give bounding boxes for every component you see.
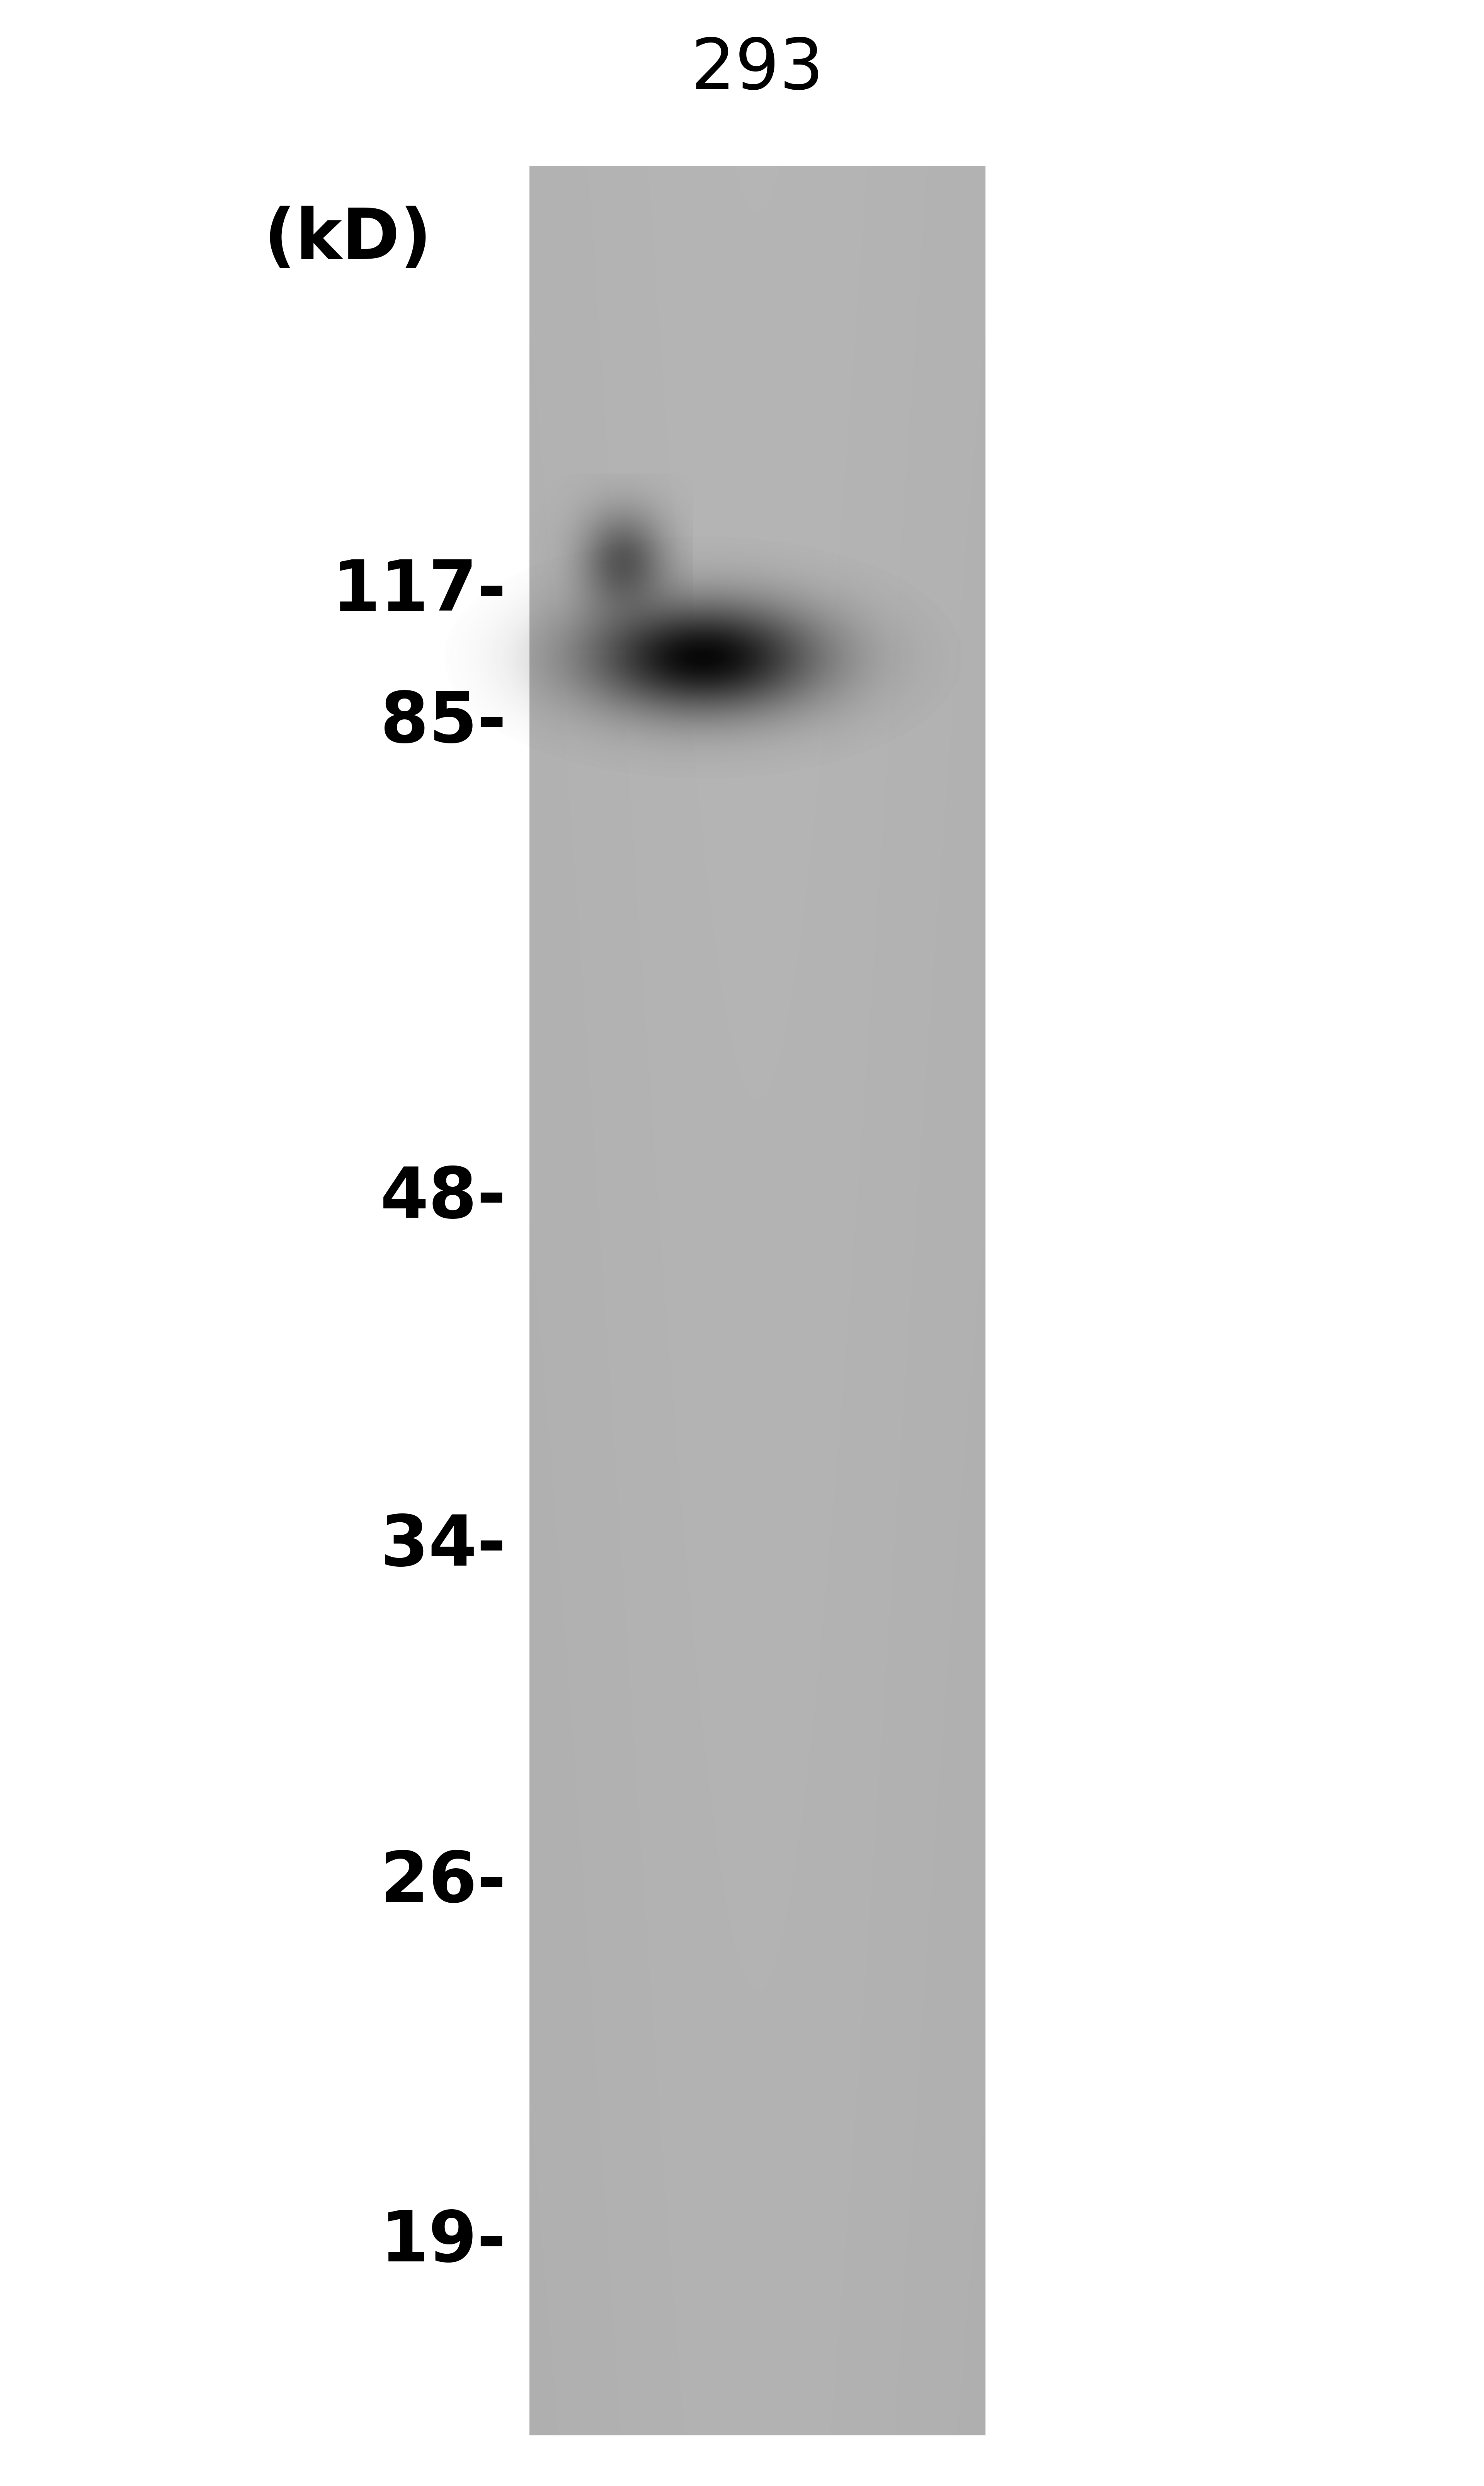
Text: 85-: 85- bbox=[380, 689, 506, 756]
Text: 293: 293 bbox=[692, 35, 824, 104]
Text: 19-: 19- bbox=[380, 2208, 506, 2277]
Text: 34-: 34- bbox=[380, 1511, 506, 1581]
Text: 117-: 117- bbox=[332, 557, 506, 626]
Text: 26-: 26- bbox=[380, 1850, 506, 1917]
Text: (kD): (kD) bbox=[264, 206, 432, 273]
Text: 48-: 48- bbox=[380, 1163, 506, 1233]
